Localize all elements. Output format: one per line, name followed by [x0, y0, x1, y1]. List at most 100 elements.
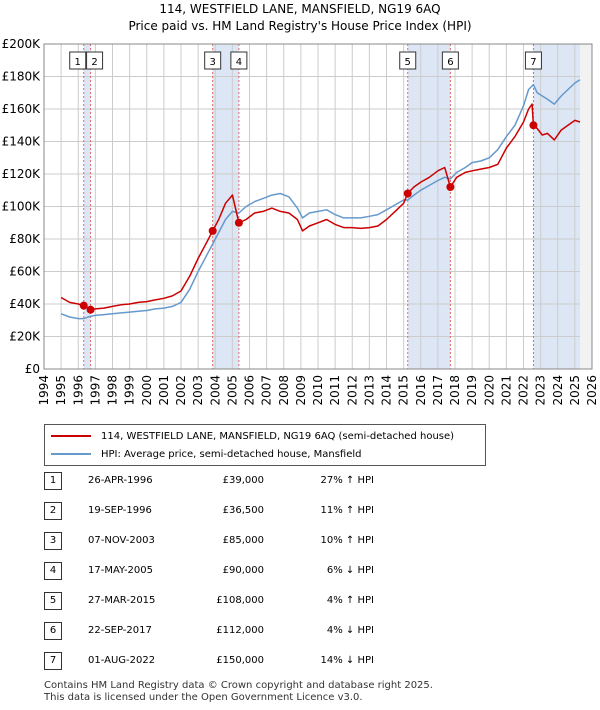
property-price-line	[60, 103, 581, 311]
y-tick-label: £0	[25, 362, 40, 376]
sale-row-hpi-diff: 10% ↑ HPI	[320, 535, 374, 546]
x-tick-label: 2014	[380, 375, 394, 406]
sale-point-5	[403, 189, 412, 198]
sale-row-hpi-diff: 4% ↓ HPI	[326, 625, 374, 636]
sale-row-number: 3	[44, 532, 62, 550]
x-tick-label: 1998	[106, 375, 120, 406]
sale-row-date: 27-MAR-2015	[88, 595, 156, 606]
sale-box-label-3: 3	[209, 57, 215, 68]
sale-box-label-7: 7	[530, 57, 536, 68]
x-tick-label: 2017	[431, 375, 445, 406]
legend-label-property: 114, WESTFIELD LANE, MANSFIELD, NG19 6AQ…	[101, 430, 455, 442]
sale-row-hpi-diff: 11% ↑ HPI	[320, 505, 374, 516]
y-tick-label: £200K	[2, 37, 42, 51]
price-chart: £0 £20K £40K £60K £80K £100K £120K £140K £160K £1…	[2, 37, 599, 406]
sale-row-date: 22-SEP-2017	[88, 625, 152, 636]
sale-point-1	[79, 301, 88, 310]
sale-row-number: 4	[44, 562, 62, 580]
legend-label-hpi: HPI: Average price, semi-detached house,…	[101, 448, 362, 460]
x-tick-label: 2002	[174, 375, 188, 406]
x-tick-label: 2008	[277, 375, 291, 406]
x-tick-label: 2004	[208, 375, 222, 406]
x-tick-label: 2023	[534, 375, 548, 406]
x-tick-label: 2024	[551, 375, 565, 406]
x-tick-label: 2015	[397, 375, 411, 406]
x-tick-label: 2003	[191, 375, 205, 406]
x-tick-label: 2000	[140, 375, 154, 406]
sale-box-5	[399, 51, 417, 70]
x-tick-label: 1995	[54, 375, 68, 406]
y-tick-label: £100K	[2, 200, 42, 214]
future-region	[580, 44, 592, 369]
sale-box-1	[69, 51, 87, 70]
x-tick-label: 2021	[499, 375, 513, 406]
x-tick-label: 2026	[585, 375, 599, 406]
sale-box-6	[441, 51, 459, 70]
sale-row-3: 3 07-NOV-2003 £85,000 10% ↑ HPI	[44, 532, 564, 552]
x-tick-label: 2007	[260, 375, 274, 406]
sale-box-label-4: 4	[236, 57, 242, 68]
sale-row-hpi-diff: 14% ↓ HPI	[320, 655, 374, 666]
y-tick-label: £60K	[9, 265, 41, 279]
sale-point-2	[86, 305, 95, 314]
sale-point-4	[234, 218, 243, 227]
legend: 114, WESTFIELD LANE, MANSFIELD, NG19 6AQ…	[44, 424, 486, 466]
sale-row-price: £112,000	[216, 625, 264, 636]
sale-row-date: 19-SEP-1996	[88, 505, 152, 516]
hpi-line	[60, 79, 581, 320]
sale-row-4: 4 17-MAY-2005 £90,000 6% ↓ HPI	[44, 562, 564, 582]
x-tick-label: 2022	[517, 375, 531, 406]
x-tick-label: 1999	[123, 375, 137, 406]
x-tick-label: 1996	[71, 375, 85, 406]
sale-row-date: 01-AUG-2022	[88, 655, 156, 666]
x-tick-label: 2012	[345, 375, 359, 406]
footer-copyright: Contains HM Land Registry data © Crown c…	[44, 680, 433, 691]
chart-title-line1: 114, WESTFIELD LANE, MANSFIELD, NG19 6AQ	[159, 2, 441, 16]
y-tick-label: £140K	[2, 135, 42, 149]
sale-row-1: 1 26-APR-1996 £39,000 27% ↑ HPI	[44, 472, 564, 492]
y-tick-label: £20K	[9, 330, 41, 344]
sale-row-number: 2	[44, 502, 62, 520]
sale-row-6: 6 22-SEP-2017 £112,000 4% ↓ HPI	[44, 622, 564, 642]
sale-row-price: £150,000	[216, 655, 264, 666]
x-tick-label: 2009	[294, 375, 308, 406]
sale-point-7	[529, 121, 538, 130]
footer-licence: This data is licensed under the Open Gov…	[44, 692, 363, 703]
legend-item-hpi: HPI: Average price, semi-detached house,…	[51, 446, 361, 462]
y-tick-label: £40K	[9, 297, 41, 311]
legend-swatch-property	[51, 435, 91, 437]
sale-row-7: 7 01-AUG-2022 £150,000 14% ↓ HPI	[44, 652, 564, 672]
x-tick-label: 2018	[448, 375, 462, 406]
sale-row-price: £36,500	[222, 505, 264, 516]
x-tick-label: 2011	[328, 375, 342, 406]
x-tick-label: 2005	[225, 375, 239, 406]
x-tick-label: 2020	[482, 375, 496, 406]
sale-row-price: £108,000	[216, 595, 264, 606]
x-tick-label: 2010	[311, 375, 325, 406]
sale-box-3	[204, 51, 222, 70]
sale-row-price: £85,000	[222, 535, 264, 546]
x-tick-label: 1994	[37, 375, 51, 406]
plot-frame	[43, 43, 593, 370]
y-tick-label: £180K	[2, 70, 42, 84]
sale-box-label-2: 2	[91, 57, 97, 68]
sale-row-hpi-diff: 4% ↑ HPI	[326, 595, 374, 606]
y-tick-label: £80K	[9, 232, 41, 246]
sale-row-date: 26-APR-1996	[88, 475, 153, 486]
sale-row-price: £90,000	[222, 565, 264, 576]
legend-item-property: 114, WESTFIELD LANE, MANSFIELD, NG19 6AQ…	[51, 428, 454, 444]
chart-title-line2: Price paid vs. HM Land Registry's House …	[128, 19, 472, 33]
sale-point-6	[446, 183, 455, 191]
sale-row-number: 6	[44, 622, 62, 640]
sale-point-3	[208, 226, 217, 235]
sale-box-label-1: 1	[75, 57, 81, 68]
x-tick-label: 2025	[568, 375, 582, 406]
x-tick-label: 2006	[243, 375, 257, 406]
x-tick-label: 2019	[465, 375, 479, 406]
x-tick-label: 1997	[88, 375, 102, 406]
x-tick-label: 2016	[414, 375, 428, 406]
sale-row-number: 1	[44, 472, 62, 490]
sale-row-5: 5 27-MAR-2015 £108,000 4% ↑ HPI	[44, 592, 564, 612]
sale-box-7	[524, 51, 542, 70]
sale-row-2: 2 19-SEP-1996 £36,500 11% ↑ HPI	[44, 502, 564, 522]
